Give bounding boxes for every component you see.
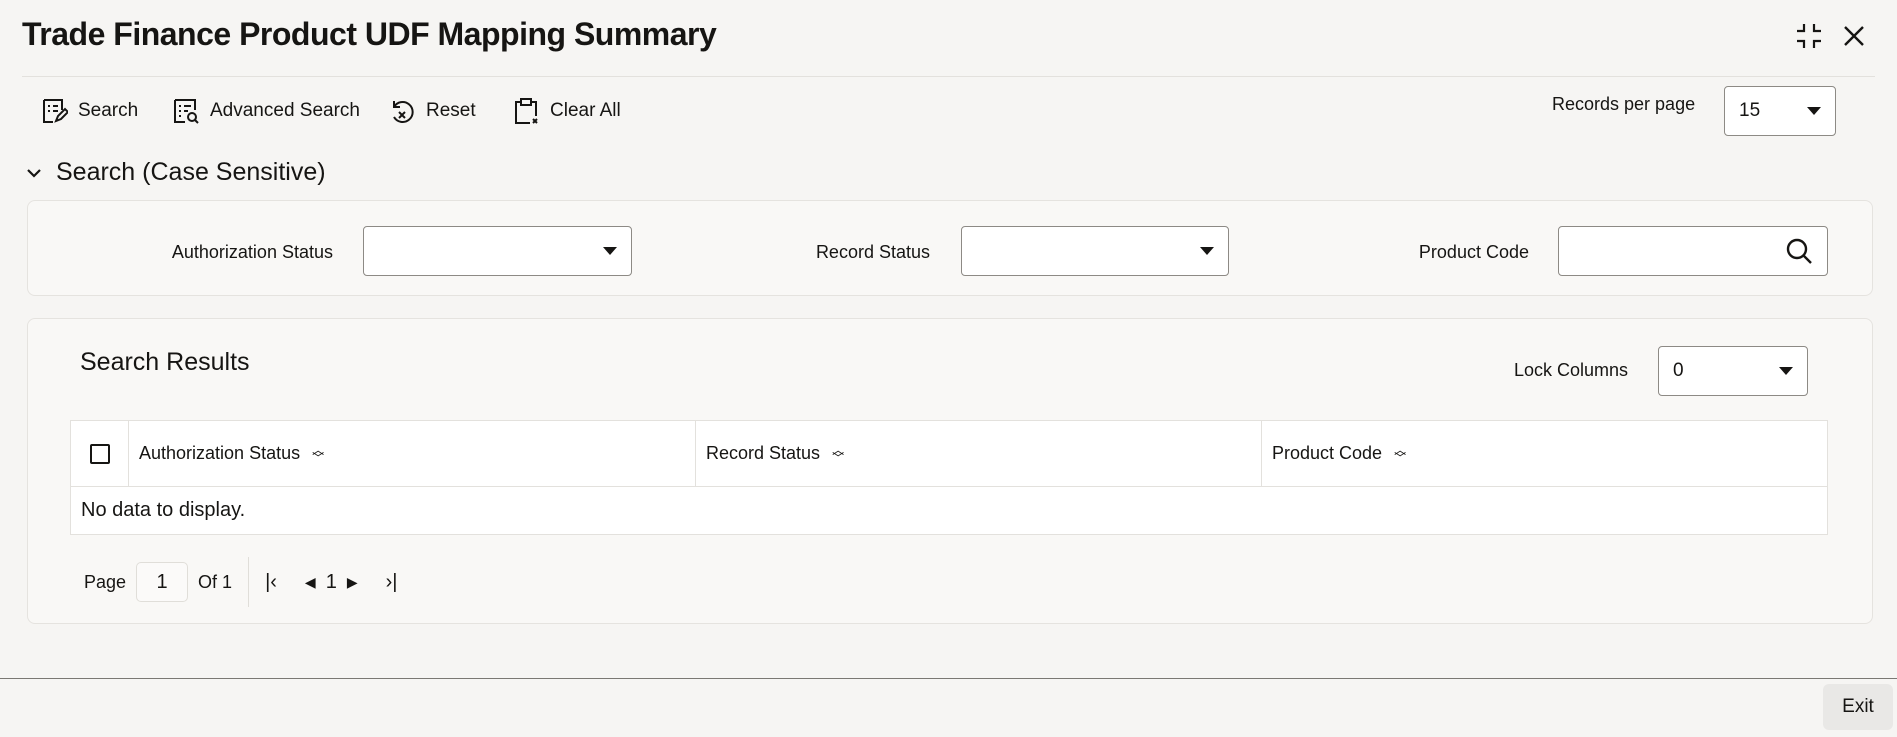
- clipboard-clear-icon: [515, 98, 538, 124]
- select-all-checkbox[interactable]: [89, 444, 110, 465]
- select-all-cell: [70, 420, 129, 487]
- previous-page-icon[interactable]: ◀: [304, 573, 316, 590]
- records-per-page-label: Records per page: [1552, 94, 1696, 114]
- sort-icon[interactable]: ︿ ﹀: [1394, 443, 1407, 466]
- footer-divider: [0, 678, 1897, 679]
- next-page-icon[interactable]: ▶: [346, 573, 358, 590]
- search-section-title: Search (Case Sensitive): [56, 158, 326, 186]
- advanced-search-icon: [174, 99, 199, 124]
- chevron-down-icon: [27, 168, 41, 178]
- search-results-title: Search Results: [80, 348, 250, 376]
- collapse-icon[interactable]: [1795, 22, 1823, 50]
- column-header-record-status[interactable]: Record Status ︿ ﹀: [695, 420, 1262, 487]
- reset-button[interactable]: Reset: [388, 96, 476, 126]
- search-form-icon: [43, 99, 68, 123]
- clear-all-button[interactable]: Clear All: [512, 96, 621, 126]
- record-status-label: Record Status: [815, 242, 930, 262]
- product-code-input[interactable]: [1558, 226, 1828, 276]
- column-header-product-code[interactable]: Product Code ︿ ﹀: [1261, 420, 1828, 487]
- chevron-down-icon: [1200, 247, 1214, 255]
- chevron-down-icon: [603, 247, 617, 255]
- reset-icon: [393, 101, 414, 123]
- search-button[interactable]: Search: [40, 96, 138, 126]
- results-table: Authorization Status ︿ ﹀ Record Status ︿ ﹀ P…: [70, 420, 1828, 535]
- lock-columns-select[interactable]: 0: [1658, 346, 1808, 396]
- lock-columns-label: Lock Columns: [1513, 360, 1628, 380]
- authorization-status-select[interactable]: [363, 226, 632, 276]
- page-title: Trade Finance Product UDF Mapping Summar…: [22, 16, 717, 52]
- sort-icon[interactable]: ︿ ﹀: [312, 443, 325, 466]
- pagination: Page 1 Of 1 |‹ ◀ 1 ▶ ›|: [84, 557, 398, 607]
- chevron-down-icon: [1779, 367, 1793, 375]
- header-divider: [22, 76, 1875, 77]
- page-number-input[interactable]: 1: [136, 562, 189, 602]
- exit-button[interactable]: Exit: [1823, 684, 1893, 730]
- records-per-page-select[interactable]: 15: [1724, 86, 1836, 136]
- column-header-authorization-status[interactable]: Authorization Status ︿ ﹀: [128, 420, 696, 487]
- authorization-status-label: Authorization Status: [171, 242, 333, 262]
- sort-icon[interactable]: ︿ ﹀: [832, 443, 845, 466]
- first-page-icon[interactable]: |‹: [265, 570, 277, 593]
- table-header-row: Authorization Status ︿ ﹀ Record Status ︿ ﹀ P…: [70, 420, 1828, 487]
- search-section-toggle[interactable]: Search (Case Sensitive): [26, 158, 326, 187]
- last-page-icon[interactable]: ›|: [385, 570, 398, 593]
- record-status-select[interactable]: [961, 226, 1229, 276]
- search-icon[interactable]: [1785, 237, 1813, 265]
- product-code-label: Product Code: [1418, 242, 1529, 262]
- empty-message: No data to display.: [70, 486, 1828, 535]
- chevron-down-icon: [1807, 107, 1821, 115]
- close-icon[interactable]: [1842, 24, 1866, 48]
- advanced-search-button[interactable]: Advanced Search: [172, 96, 360, 126]
